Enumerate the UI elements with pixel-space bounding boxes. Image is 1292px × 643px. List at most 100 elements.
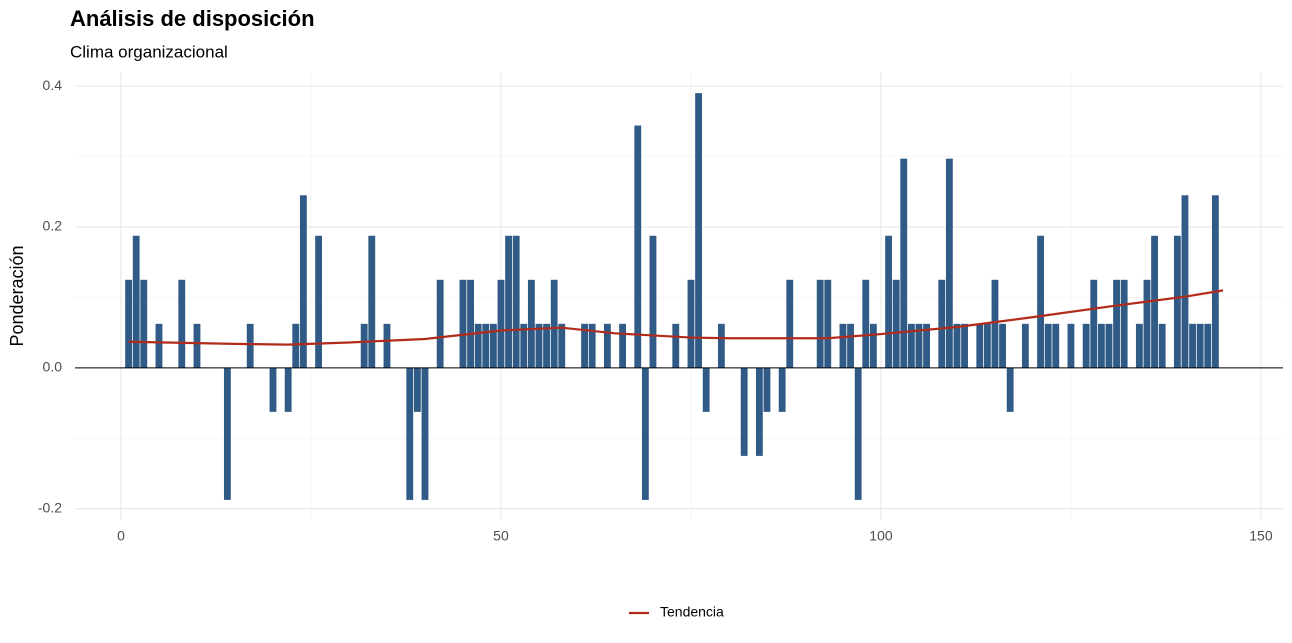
bar (436, 279, 444, 368)
bar (915, 323, 923, 368)
bar (535, 323, 543, 368)
bar (786, 279, 794, 368)
bar (869, 323, 877, 368)
x-tick-label: 0 (117, 528, 125, 544)
bar (824, 279, 832, 368)
bar (953, 323, 961, 368)
y-axis-label: Ponderación (7, 245, 27, 346)
bar (269, 367, 277, 412)
bar (193, 323, 201, 368)
bar (885, 235, 892, 368)
bar (360, 323, 368, 368)
bar (1021, 323, 1029, 368)
bar (1181, 195, 1189, 368)
bar (854, 367, 862, 500)
bar (459, 279, 467, 368)
bar (520, 323, 528, 368)
bar (1105, 323, 1113, 368)
bar (1113, 279, 1120, 368)
x-tick-label: 100 (869, 528, 893, 544)
bar (755, 367, 763, 456)
grid (75, 72, 1283, 520)
bar (938, 279, 946, 368)
bar (862, 279, 870, 368)
chart-title: Análisis de disposición (70, 6, 315, 31)
bar (1044, 323, 1052, 368)
bar (132, 235, 140, 368)
bar (1067, 323, 1075, 368)
bar (1006, 367, 1014, 412)
bar (558, 323, 566, 368)
bar (1052, 323, 1060, 368)
bar (983, 323, 991, 368)
bar (1196, 323, 1204, 368)
bar (900, 158, 908, 368)
bar (581, 323, 588, 368)
bar (839, 323, 847, 368)
bar (687, 279, 695, 368)
bar (421, 367, 429, 500)
bar (1082, 323, 1090, 368)
x-tick-label: 150 (1249, 528, 1273, 544)
y-tick-label: -0.2 (38, 499, 62, 515)
bar (315, 235, 322, 368)
bar (1135, 323, 1143, 368)
bar (140, 279, 148, 368)
bar (945, 158, 953, 368)
bar (1189, 323, 1196, 368)
y-tick-label: 0.0 (43, 359, 63, 375)
y-tick-label: 0.4 (43, 77, 63, 93)
bar (482, 323, 490, 368)
bar (489, 323, 497, 368)
bar (543, 323, 550, 368)
bar (991, 279, 999, 368)
y-tick-label: 0.2 (43, 218, 63, 234)
bar (512, 235, 520, 368)
bar (976, 323, 984, 368)
bar (299, 195, 307, 368)
bar (474, 323, 482, 368)
bar (619, 323, 626, 368)
bar (847, 323, 854, 368)
bar (223, 367, 231, 500)
bar (1158, 323, 1166, 368)
bar (1037, 235, 1044, 368)
bar (284, 367, 292, 412)
bar (702, 367, 710, 412)
x-tick-label: 50 (493, 528, 509, 544)
bar (778, 367, 786, 412)
bar (588, 323, 596, 368)
bar (763, 367, 771, 412)
bar (816, 279, 824, 368)
bar (999, 323, 1006, 368)
bar (1090, 279, 1098, 368)
bar (527, 279, 535, 368)
bar (892, 279, 900, 368)
bar (292, 323, 300, 368)
bar (1097, 323, 1105, 368)
bar (923, 323, 930, 368)
bar (178, 279, 186, 368)
bar (1143, 279, 1151, 368)
bar (467, 279, 474, 368)
bar (383, 323, 391, 368)
bar (1173, 235, 1181, 368)
bar (125, 279, 132, 368)
bar (368, 235, 376, 368)
bar (961, 323, 968, 368)
bar (649, 235, 657, 368)
bar (1151, 235, 1158, 368)
bar (550, 279, 558, 368)
bar (406, 367, 414, 500)
bar (413, 367, 421, 412)
bar (155, 323, 163, 368)
chart-subtitle: Clima organizacional (70, 42, 228, 61)
trend-line (128, 289, 1224, 346)
bar (1120, 279, 1128, 368)
bar (634, 125, 642, 368)
bar (497, 279, 505, 368)
bar (907, 323, 915, 368)
bar (505, 235, 512, 368)
bar (1211, 195, 1219, 368)
